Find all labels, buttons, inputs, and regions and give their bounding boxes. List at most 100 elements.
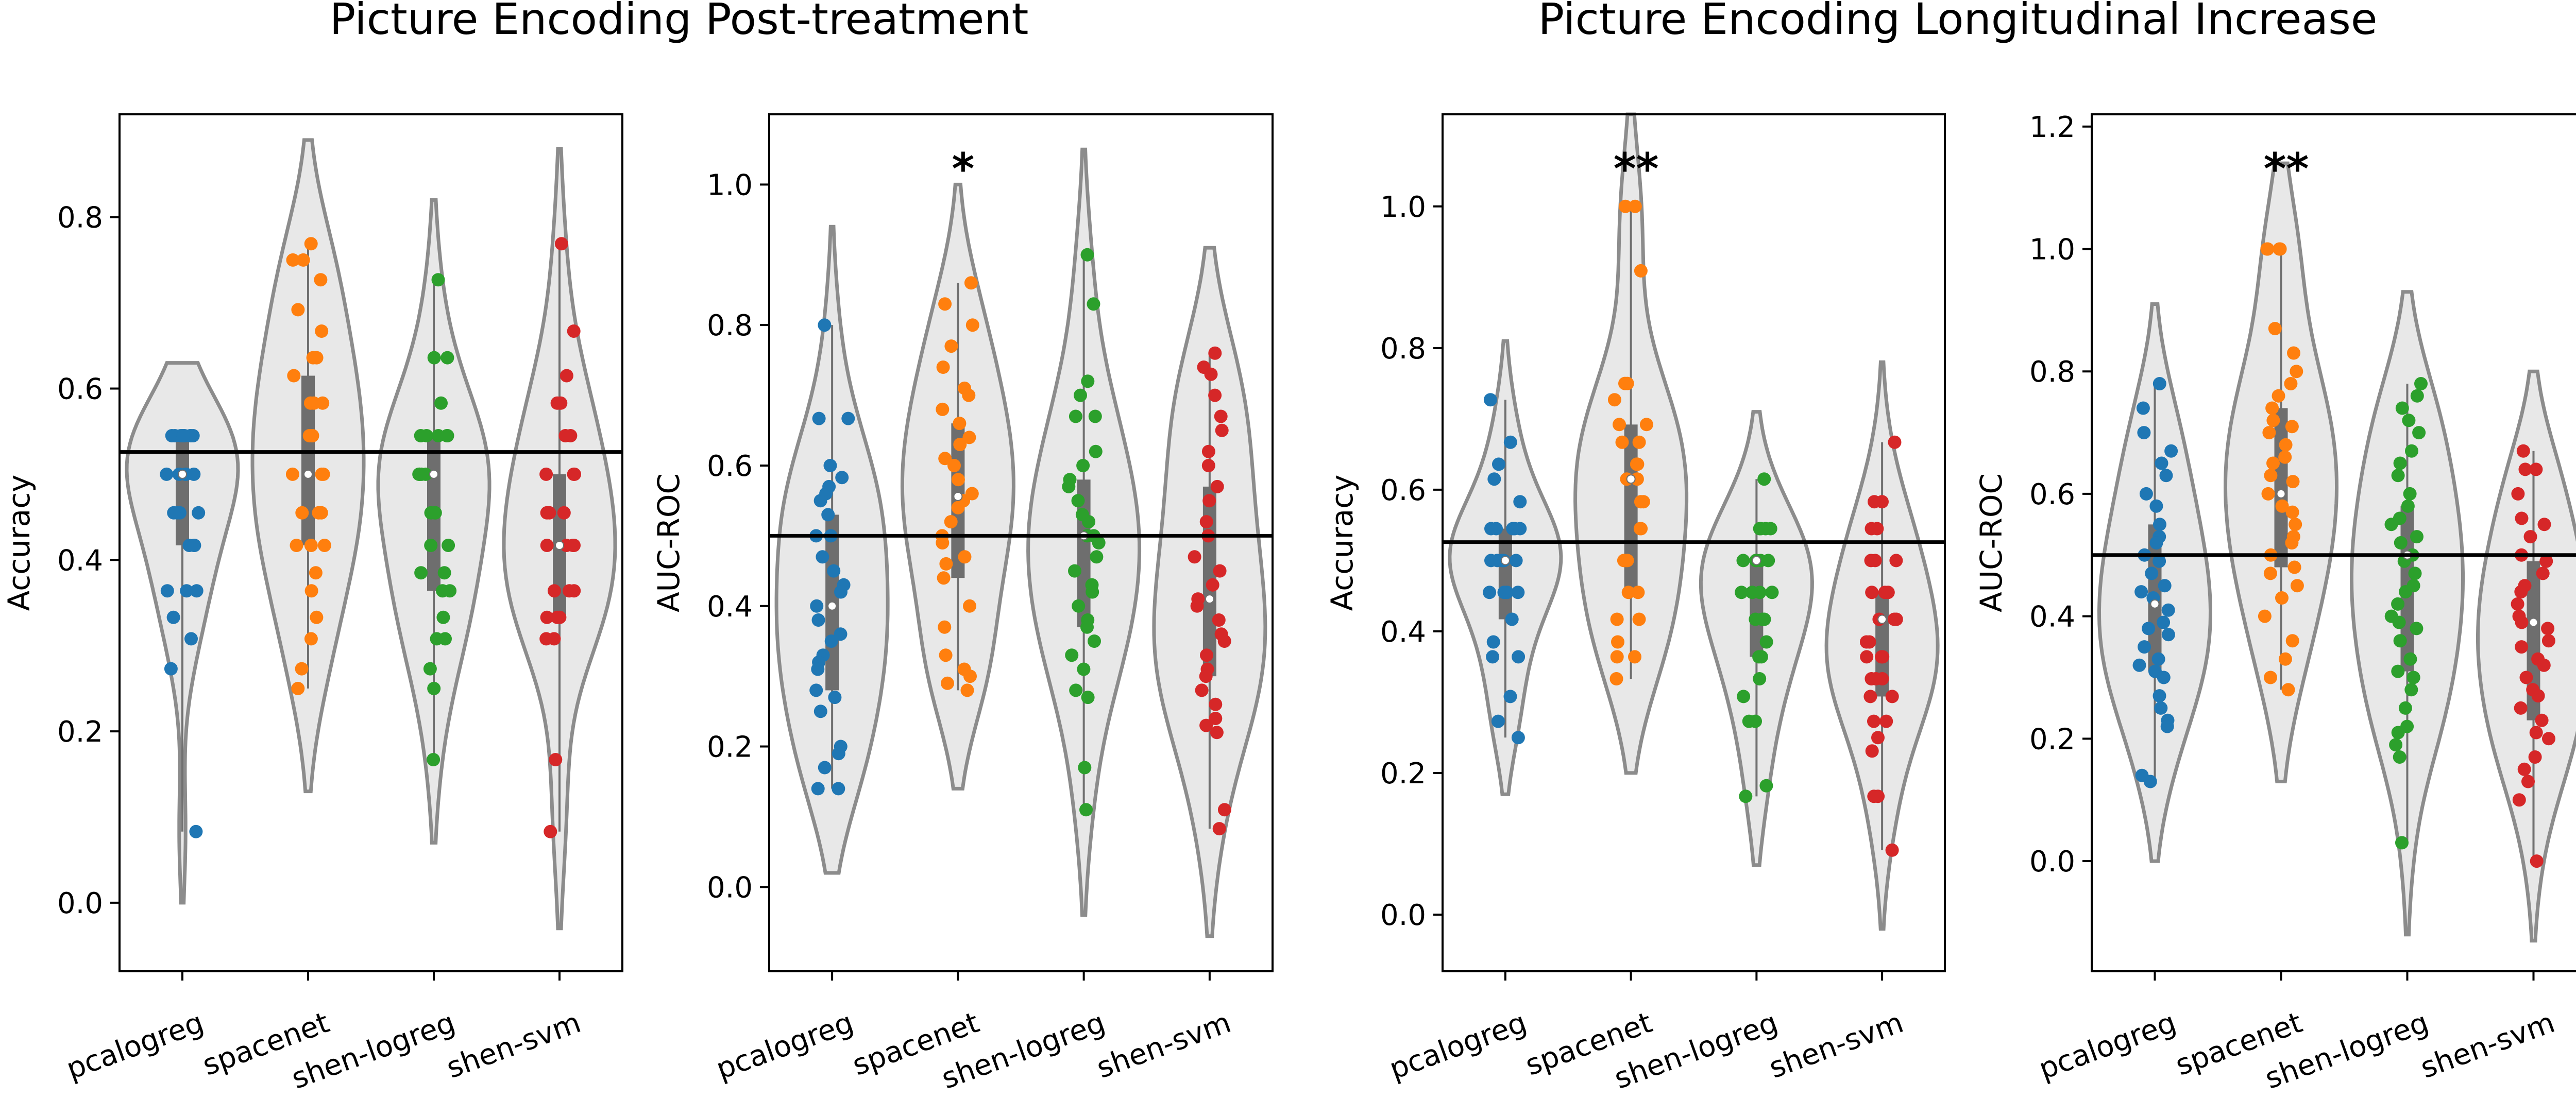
point-shen-svm <box>1215 423 1229 437</box>
point-spacenet <box>296 253 310 267</box>
point-spacenet <box>316 396 330 410</box>
point-spacenet <box>944 339 958 353</box>
point-spacenet <box>964 276 978 290</box>
point-spacenet <box>2262 426 2276 440</box>
point-shen-svm <box>539 467 553 481</box>
point-spacenet <box>2285 634 2299 648</box>
point-spacenet <box>965 318 979 332</box>
point-shen-logreg <box>1080 248 1094 262</box>
y-tick-label: 0.6 <box>707 450 753 483</box>
x-tick-label: shen-svm <box>1092 1006 1235 1085</box>
point-spacenet <box>953 438 967 451</box>
x-tick-label: pcalogreg <box>62 1006 208 1086</box>
point-shen-svm <box>2515 511 2529 525</box>
point-spacenet <box>304 237 318 251</box>
x-tick-label: pcalogreg <box>712 1006 858 1086</box>
point-shen-logreg <box>2398 701 2412 715</box>
point-pcalogreg <box>1487 472 1501 486</box>
point-shen-svm <box>2530 854 2544 868</box>
point-shen-logreg <box>2414 377 2428 390</box>
x-tick-label: pcalogreg <box>1385 1006 1531 1086</box>
point-shen-svm <box>547 584 561 598</box>
point-shen-logreg <box>2410 530 2424 544</box>
point-spacenet <box>962 431 976 444</box>
point-pcalogreg <box>811 662 825 676</box>
point-shen-logreg <box>2408 566 2422 580</box>
point-shen-logreg <box>1082 515 1096 529</box>
point-pcalogreg <box>2149 536 2163 550</box>
point-spacenet <box>1615 435 1629 449</box>
panel-longitudinal-accuracy: **0.00.20.40.60.81.0pcalogregspacenetshe… <box>1325 112 1946 1096</box>
median-spacenet <box>953 491 963 501</box>
point-shen-logreg <box>2399 585 2413 599</box>
point-pcalogreg <box>1484 522 1498 536</box>
point-shen-logreg <box>424 506 438 520</box>
point-shen-logreg <box>1074 388 1087 402</box>
point-shen-svm <box>550 396 564 410</box>
point-spacenet <box>941 676 954 690</box>
point-spacenet <box>1634 264 1648 278</box>
point-spacenet <box>1632 435 1646 449</box>
point-shen-svm <box>2528 750 2542 764</box>
point-shen-logreg <box>431 429 445 442</box>
point-spacenet <box>2266 456 2280 470</box>
point-spacenet <box>295 662 309 676</box>
point-spacenet <box>1613 418 1626 432</box>
point-pcalogreg <box>167 506 181 520</box>
point-pcalogreg <box>1505 612 1519 626</box>
point-shen-logreg <box>2392 615 2406 629</box>
point-spacenet <box>305 429 319 442</box>
point-spacenet <box>291 303 305 317</box>
point-spacenet <box>2275 499 2289 513</box>
point-spacenet <box>2285 536 2299 550</box>
point-spacenet <box>2285 420 2299 434</box>
point-pcalogreg <box>1490 554 1504 568</box>
point-shen-logreg <box>1087 297 1100 311</box>
point-shen-logreg <box>442 539 455 552</box>
point-spacenet <box>304 584 318 598</box>
point-pcalogreg <box>2159 469 2173 483</box>
point-spacenet <box>1621 586 1635 599</box>
point-shen-svm <box>1879 714 1893 728</box>
point-shen-logreg <box>2406 671 2420 684</box>
point-shen-logreg <box>1092 536 1106 550</box>
panel-longitudinal-auc-roc: **0.00.20.40.60.81.01.2pcalogregspacenet… <box>1974 111 2576 1096</box>
point-shen-svm <box>1889 612 1903 626</box>
point-shen-logreg <box>2404 683 2418 697</box>
point-pcalogreg <box>2137 426 2151 440</box>
point-shen-logreg <box>1069 683 1083 697</box>
point-shen-logreg <box>1765 586 1779 599</box>
point-pcalogreg <box>1512 650 1526 664</box>
point-shen-logreg <box>1081 374 1095 388</box>
point-shen-svm <box>560 369 573 383</box>
point-shen-logreg <box>2391 664 2405 678</box>
title-post-treatment: Picture Encoding Post-treatment <box>330 0 1029 44</box>
point-shen-logreg <box>419 467 433 481</box>
point-shen-svm <box>1876 650 1890 664</box>
point-spacenet <box>286 253 300 267</box>
significance-marker: ** <box>2264 144 2309 194</box>
point-shen-svm <box>549 753 563 766</box>
point-pcalogreg <box>176 429 190 442</box>
point-shen-svm <box>1199 669 1213 683</box>
y-tick-label: 0.2 <box>57 715 103 749</box>
point-shen-logreg <box>2389 738 2403 752</box>
point-spacenet <box>315 467 329 481</box>
point-shen-logreg <box>1753 672 1767 685</box>
point-spacenet <box>1619 554 1633 568</box>
point-pcalogreg <box>1491 714 1505 728</box>
point-pcalogreg <box>828 691 842 705</box>
point-spacenet <box>1609 672 1623 685</box>
point-shen-svm <box>1206 578 1219 592</box>
point-spacenet <box>962 388 976 402</box>
point-shen-svm <box>1217 634 1231 648</box>
point-pcalogreg <box>835 471 849 485</box>
point-pcalogreg <box>809 683 823 697</box>
point-spacenet <box>2260 242 2274 256</box>
point-pcalogreg <box>192 506 206 520</box>
point-shen-svm <box>1885 690 1899 703</box>
point-shen-svm <box>540 610 554 624</box>
point-shen-svm <box>1868 554 1882 568</box>
point-pcalogreg <box>811 613 825 627</box>
point-shen-logreg <box>430 632 444 646</box>
